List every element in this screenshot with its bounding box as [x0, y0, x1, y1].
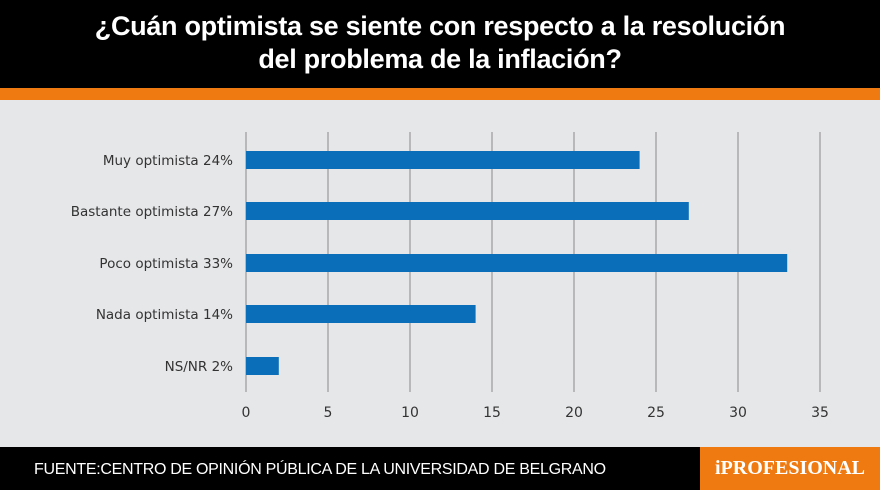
- accent-strip: [0, 88, 880, 100]
- x-tick-label: 10: [401, 405, 419, 421]
- x-tick-label: 5: [324, 405, 333, 421]
- bar-chart: 0 5 10 15 20 25 30 35 Muy optimista 24% Bastante …: [71, 132, 829, 421]
- category-label: Bastante optimista 27%: [71, 204, 233, 220]
- source-note: FUENTE:CENTRO DE OPINIÓN PÚBLICA DE LA U…: [34, 461, 606, 478]
- x-tick-label: 20: [565, 405, 583, 421]
- x-tick-label: 25: [647, 405, 665, 421]
- category-label: NS/NR 2%: [165, 359, 234, 375]
- category-label: Nada optimista 14%: [96, 307, 233, 323]
- x-tick-label: 0: [242, 405, 251, 421]
- category-label: Poco optimista 33%: [99, 256, 233, 272]
- x-tick-label: 30: [729, 405, 747, 421]
- bar: [246, 305, 476, 323]
- footer: FUENTE:CENTRO DE OPINIÓN PÚBLICA DE LA U…: [0, 447, 880, 490]
- bar: [246, 151, 640, 169]
- title-line-2: del problema de la inflación?: [258, 44, 622, 74]
- x-tick-label: 15: [483, 405, 501, 421]
- title-line-1: ¿Cuán optimista se siente con respecto a…: [94, 11, 786, 41]
- chart-title: ¿Cuán optimista se siente con respecto a…: [0, 0, 880, 88]
- iprofesional-logo: iPROFESIONAL: [700, 447, 880, 490]
- bar: [246, 254, 788, 272]
- x-tick-label: 35: [811, 405, 829, 421]
- category-label: Muy optimista 24%: [103, 153, 233, 169]
- bar: [246, 202, 689, 220]
- bar: [246, 357, 279, 375]
